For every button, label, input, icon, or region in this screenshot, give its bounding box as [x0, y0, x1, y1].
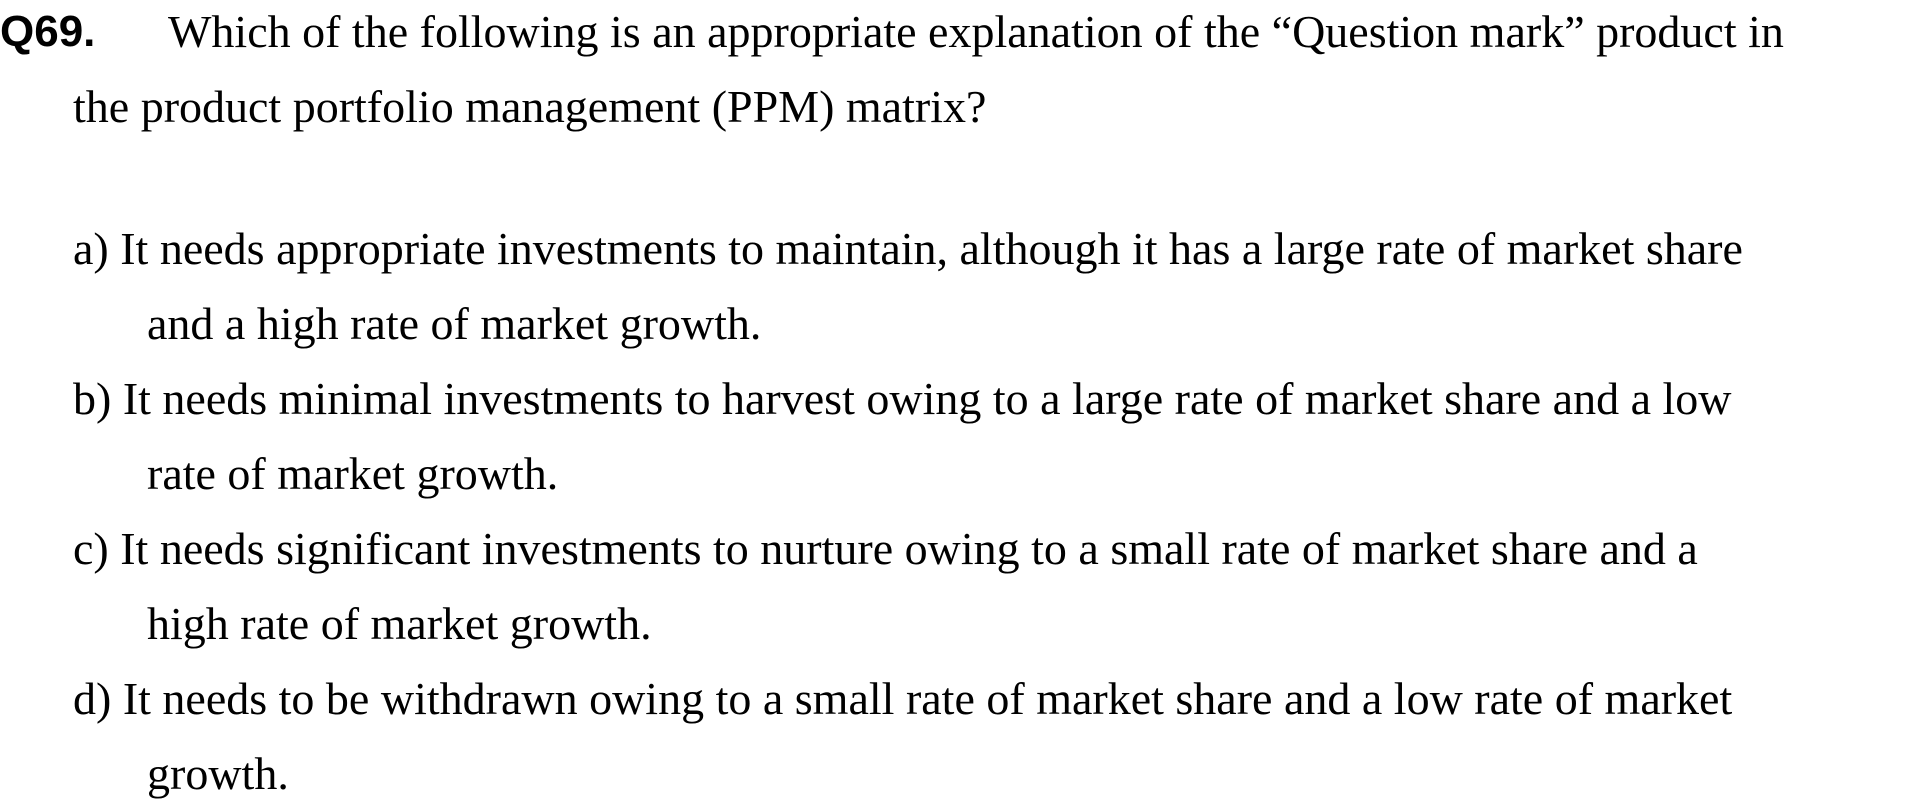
choice-c-line-2: high rate of market growth. — [147, 598, 652, 649]
choice-c-line-1: c) It needs significant investments to n… — [73, 523, 1698, 574]
question-text-line-1: Which of the following is an appropriate… — [168, 6, 1784, 57]
answer-choice-b: b) It needs minimal investments to harve… — [73, 361, 1923, 511]
choice-d-line-1: d) It needs to be withdrawn owing to a s… — [73, 673, 1733, 724]
choice-d-line-2: growth. — [147, 748, 289, 799]
answer-choice-a: a) It needs appropriate investments to m… — [73, 211, 1923, 361]
choice-b-line-1: b) It needs minimal investments to harve… — [73, 373, 1732, 424]
choice-b-line-2: rate of market growth. — [147, 448, 559, 499]
answer-choices: a) It needs appropriate investments to m… — [73, 211, 1923, 811]
question-number: Q69. — [0, 7, 96, 56]
choice-a-line-1: a) It needs appropriate investments to m… — [73, 223, 1743, 274]
question-text-line-2: the product portfolio management (PPM) m… — [73, 81, 987, 132]
answer-choice-c: c) It needs significant investments to n… — [73, 511, 1923, 661]
answer-choice-d: d) It needs to be withdrawn owing to a s… — [73, 661, 1923, 811]
choice-a-line-2: and a high rate of market growth. — [147, 298, 762, 349]
